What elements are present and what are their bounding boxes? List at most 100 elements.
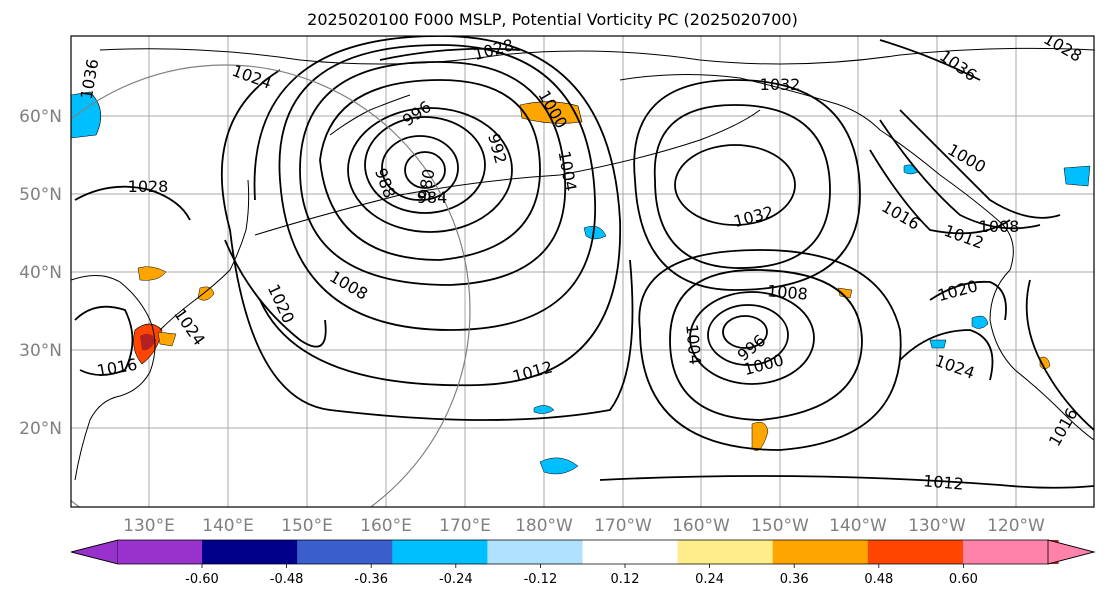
pv-blob-coast-1 xyxy=(837,287,853,299)
longitude-labels: 130°E 140°E 150°E 160°E 170°E 180°W 170°W 160°W… xyxy=(123,516,1045,536)
isobar-coast-1016 xyxy=(1025,279,1094,431)
coast-japan xyxy=(159,179,250,331)
coast-kamchatka xyxy=(329,94,411,136)
isobar-high-1024 xyxy=(633,79,861,291)
coast-asia xyxy=(71,275,156,481)
isobar-label: 1032 xyxy=(760,75,801,94)
isobar-1012 xyxy=(253,36,621,387)
colorbar-segment xyxy=(963,540,1048,564)
isobar-label: 984 xyxy=(417,188,448,207)
longitude-label: 180°W xyxy=(515,516,573,536)
isobar-high-1032 xyxy=(674,144,796,226)
isobar-gulf-1008 xyxy=(899,109,1061,219)
pv-blob-coast-2 xyxy=(971,315,989,329)
colorbar-segment xyxy=(392,540,488,564)
isobar-arctic-1028 xyxy=(379,47,521,61)
longitude-label: 160°E xyxy=(360,516,412,536)
isobar-low-996 xyxy=(347,107,513,233)
colorbar-segment xyxy=(582,540,679,564)
coast-north-america xyxy=(989,269,1094,441)
isobar-low-1000 xyxy=(319,79,541,261)
isobar-gulf-1016 xyxy=(869,149,1011,235)
longitude-label: 150°W xyxy=(751,516,809,536)
colorbar-segment xyxy=(202,540,298,564)
isobar-arctic-1036 xyxy=(879,39,981,81)
latitude-label: 40°N xyxy=(19,263,62,283)
isobar-1008 xyxy=(278,44,596,331)
isobar-label: 1028 xyxy=(128,177,169,196)
isobar-west-1028 xyxy=(74,185,191,221)
pv-blob-canada xyxy=(1063,165,1091,187)
latitude-label: 60°N xyxy=(19,107,62,127)
isobar-low-1008b xyxy=(669,269,863,421)
isobar-label: 1008 xyxy=(979,217,1020,236)
isobar-low-1004b xyxy=(689,291,815,385)
isobar-1012c xyxy=(599,475,1094,489)
isobar-1020 xyxy=(224,239,327,348)
colorbar-arrow-low xyxy=(70,539,119,565)
longitude-label: 140°E xyxy=(202,516,254,536)
pv-blob-pacific-2 xyxy=(539,457,579,475)
longitude-label: 150°E xyxy=(281,516,333,536)
colorbar-segment xyxy=(297,540,393,564)
isobar-low-988 xyxy=(381,135,459,201)
colorbar-tick-label: -0.36 xyxy=(354,572,388,587)
pv-blob-japan-2 xyxy=(140,333,156,351)
isobar-low-996b xyxy=(722,315,768,349)
colorbar-tick-label: -0.12 xyxy=(524,572,558,587)
pv-blob-pacific-3 xyxy=(583,226,607,240)
pv-blob-hawaii xyxy=(751,422,769,451)
colorbar-tick-label: 0.48 xyxy=(864,572,893,587)
colorbar-tick-label: -0.24 xyxy=(439,572,473,587)
colorbar-segment xyxy=(487,540,583,564)
colorbar-tick-label: 0.60 xyxy=(949,572,978,587)
longitude-label: 130°E xyxy=(123,516,175,536)
isobar-label: 1004 xyxy=(682,323,704,365)
pv-blob-china xyxy=(137,266,167,281)
map-frame xyxy=(70,35,1095,508)
colorbar-tick-label: -0.48 xyxy=(270,572,304,587)
colorbar-arrow-high xyxy=(1047,539,1096,565)
pv-blob-pacific-1 xyxy=(533,405,555,414)
coast-alaska xyxy=(619,73,1014,271)
isobar-low-984 xyxy=(404,151,446,189)
colorbar-segment xyxy=(118,540,202,564)
longitude-label: 160°W xyxy=(672,516,730,536)
isobar-low-1004 xyxy=(299,61,567,286)
colorbar-outline xyxy=(70,539,1096,565)
longitude-label: 130°W xyxy=(908,516,966,536)
colorbar: -0.60 -0.48 -0.36 -0.24 -0.12 0.12 0.24 0.36 0.4… xyxy=(70,539,1096,587)
isobar-1016 xyxy=(220,69,634,421)
pv-blob-korea xyxy=(197,286,215,301)
longitude-label: 140°W xyxy=(829,516,887,536)
isobar-label: 1012 xyxy=(922,471,964,493)
isobars xyxy=(74,36,1094,489)
colorbar-tick-label: 0.36 xyxy=(780,572,809,587)
pv-blob-japan-3 xyxy=(157,331,177,347)
colorbar-segment xyxy=(867,540,964,564)
isobar-coast-1024 xyxy=(899,329,994,381)
latitude-label: 20°N xyxy=(19,419,62,439)
colorbar-segment xyxy=(677,540,774,564)
latitude-labels: 60°N 50°N 40°N 30°N 20°N xyxy=(19,107,62,439)
latitude-label: 50°N xyxy=(19,185,62,205)
coastlines xyxy=(71,47,1094,481)
isobar-coast-1020 xyxy=(929,280,1007,321)
latitude-label: 30°N xyxy=(19,341,62,361)
coast-arctic xyxy=(99,47,1094,65)
colorbar-tick-label: 0.12 xyxy=(611,572,640,587)
isobar-1012b xyxy=(638,249,902,451)
colorbar-segment xyxy=(772,540,869,564)
longitude-label: 170°E xyxy=(439,516,491,536)
pv-shading xyxy=(71,91,1091,475)
longitude-label: 170°W xyxy=(594,516,652,536)
isobar-west-1016 xyxy=(74,305,134,376)
isobar-gulf-1012 xyxy=(879,119,1041,230)
coast-aleutians xyxy=(254,109,761,236)
colorbar-tick-label: 0.24 xyxy=(695,572,724,587)
isobar-label: 1008 xyxy=(766,281,808,303)
map-title: 2025020100 F000 MSLP, Potential Vorticit… xyxy=(307,10,798,29)
longitude-label: 120°W xyxy=(987,516,1045,536)
isobar-low-992 xyxy=(364,116,486,214)
